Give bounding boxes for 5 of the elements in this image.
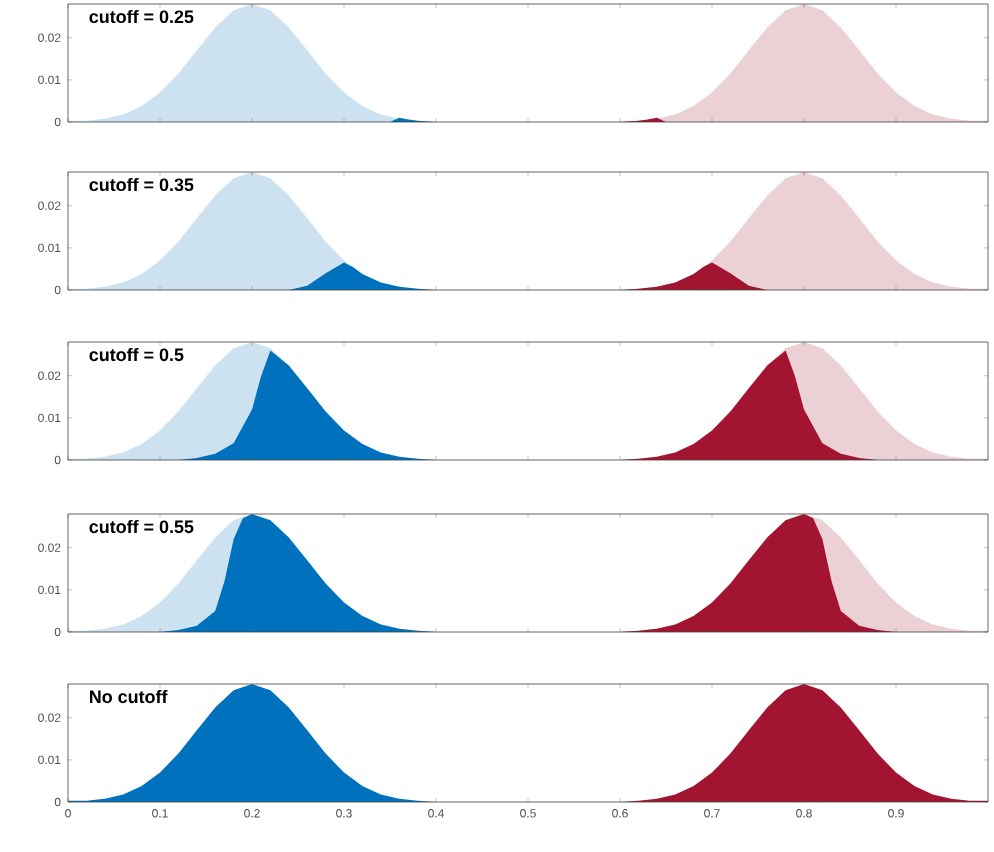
chart-title: No cutoff — [89, 689, 168, 704]
chart-title: cutoff = 0.55 — [89, 519, 194, 534]
chart-title: cutoff = 0.35 — [89, 177, 194, 192]
chart-title: cutoff = 0.5 — [89, 347, 184, 362]
chart-title: cutoff = 0.25 — [89, 9, 194, 24]
